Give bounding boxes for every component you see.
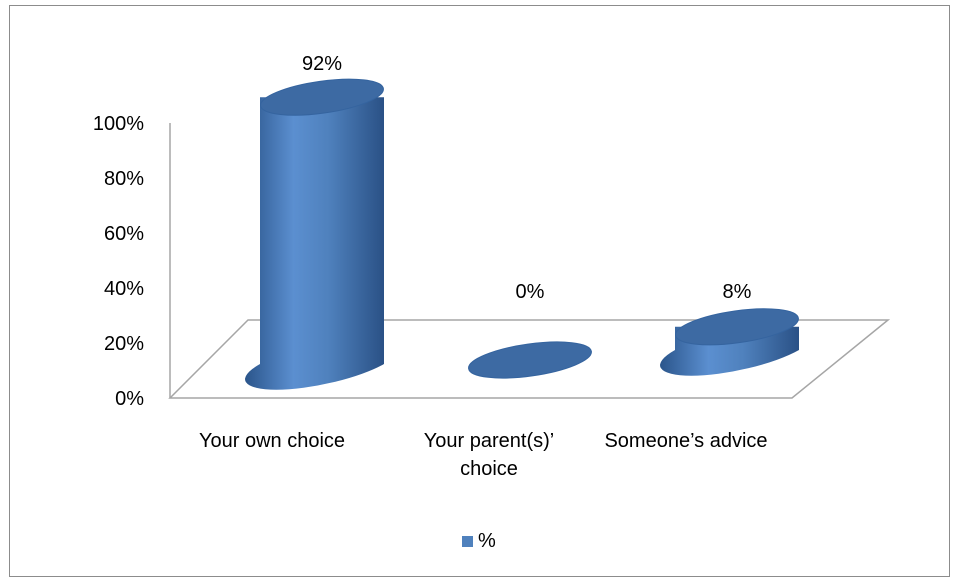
legend-swatch bbox=[462, 536, 473, 547]
chart-axes bbox=[168, 123, 891, 399]
bar-1 bbox=[468, 341, 592, 379]
legend-label: % bbox=[478, 530, 496, 552]
bar-top bbox=[468, 341, 592, 379]
chart-bars bbox=[245, 78, 799, 390]
chart-frame bbox=[9, 5, 950, 577]
y-axis-ticks: 0% 20% 40% 60% 80% 100% bbox=[93, 113, 144, 410]
chart-floor bbox=[168, 319, 891, 399]
category-label: choice bbox=[460, 458, 518, 480]
bar-0 bbox=[245, 78, 384, 390]
data-label: 92% bbox=[302, 53, 342, 75]
y-tick-label: 0% bbox=[115, 388, 144, 410]
y-tick-label: 20% bbox=[104, 333, 144, 355]
data-label: 0% bbox=[516, 281, 545, 303]
bar-body bbox=[245, 97, 384, 390]
data-label: 8% bbox=[723, 281, 752, 303]
y-tick-label: 100% bbox=[93, 113, 144, 135]
bar-top bbox=[675, 308, 799, 346]
data-labels: 92% 0% 8% bbox=[302, 53, 752, 303]
y-tick-label: 40% bbox=[104, 278, 144, 300]
chart-legend: % bbox=[462, 530, 496, 552]
category-label: Someone’s advice bbox=[604, 430, 767, 452]
x-axis-categories: Your own choice Your parent(s)’ choice Some… bbox=[199, 430, 768, 480]
category-label: Your parent(s)’ bbox=[424, 430, 554, 452]
y-tick-label: 80% bbox=[104, 168, 144, 190]
y-tick-label: 60% bbox=[104, 223, 144, 245]
bar-top bbox=[260, 78, 384, 116]
bar-2 bbox=[660, 308, 799, 376]
category-label: Your own choice bbox=[199, 430, 345, 452]
